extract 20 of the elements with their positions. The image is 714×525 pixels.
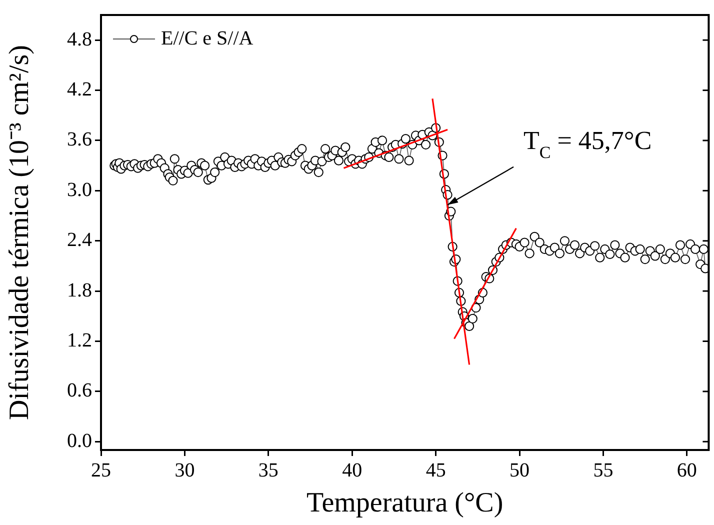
x-tick-label: 60	[676, 459, 697, 482]
y-tick-label: 3.0	[67, 178, 92, 201]
x-tick-label: 35	[258, 459, 278, 482]
y-tick-label: 3.6	[67, 128, 92, 151]
legend-label: E//C e S//A	[161, 27, 254, 50]
y-tick-label: 4.2	[67, 78, 92, 101]
x-tick-label: 30	[174, 459, 195, 482]
x-tick-label: 50	[510, 459, 530, 482]
y-tick-label: 1.2	[67, 330, 92, 352]
y-tick-label: 4.8	[67, 28, 92, 50]
x-tick-label: 55	[593, 459, 614, 482]
x-axis-title: Temperatura (°C)	[306, 488, 504, 519]
y-tick-label: 0.0	[67, 430, 92, 452]
x-tick-label: 25	[91, 459, 111, 482]
y-tick-label: 2.4	[67, 229, 92, 252]
x-tick-label: 40	[342, 459, 362, 482]
y-tick-label: 1.8	[67, 279, 92, 302]
x-tick-label: 45	[426, 459, 446, 482]
y-axis-title: Difusividade térmica (10⁻³ cm²/s)	[4, 45, 36, 420]
y-tick-label: 0.6	[67, 380, 92, 402]
